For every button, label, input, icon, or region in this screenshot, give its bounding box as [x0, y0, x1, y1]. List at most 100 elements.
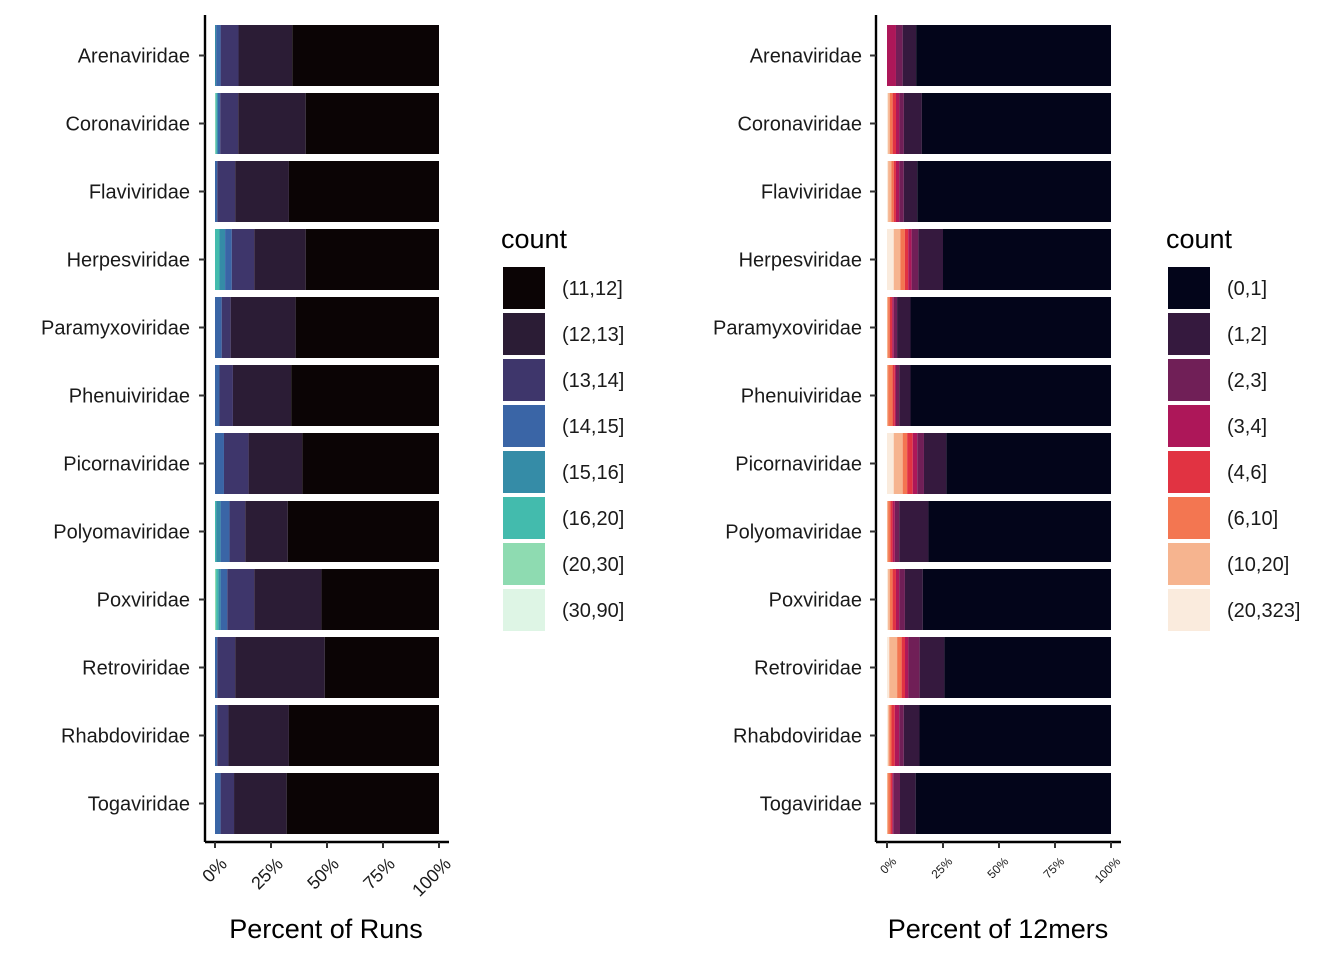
- bar-segment-phenuiviridae-0-1: [910, 365, 1111, 426]
- bar-segment-phenuiviridae-2-3: [895, 365, 900, 426]
- category-label-phenuiviridae: Phenuiviridae: [69, 386, 190, 408]
- bar-segment-togaviridae-3-4: [892, 773, 894, 834]
- bar-row-picornaviridae: [887, 433, 1111, 494]
- category-label-flaviviridae: Flaviviridae: [761, 182, 862, 204]
- bar-segment-paramyxoviridae-11-12: [295, 297, 439, 358]
- legend-key-11-12: [503, 267, 545, 309]
- bar-segment-paramyxoviridae-10-20: [887, 297, 889, 358]
- category-label-polyomaviridae: Polyomaviridae: [725, 522, 862, 544]
- bar-segment-rhabdoviridae-14-15: [215, 705, 218, 766]
- bar-segment-paramyxoviridae-6-10: [888, 297, 890, 358]
- category-label-polyomaviridae: Polyomaviridae: [53, 522, 190, 544]
- bar-segment-togaviridae-2-3: [893, 773, 900, 834]
- bar-segment-herpesviridae-20-323: [887, 229, 894, 290]
- bar-segment-picornaviridae-6-10: [902, 433, 908, 494]
- bar-segment-coronaviridae-1-2: [903, 93, 922, 154]
- bar-segment-poxviridae-10-20: [888, 569, 890, 630]
- bar-segment-arenaviridae-14-15: [216, 25, 221, 86]
- bar-segment-poxviridae-13-14: [227, 569, 255, 630]
- bar-row-paramyxoviridae: [215, 297, 439, 358]
- bar-segment-poxviridae-0-1: [922, 569, 1111, 630]
- bar-segment-coronaviridae-16-20: [215, 93, 217, 154]
- kmers-panel: Arenaviridae Coronaviridae Flaviviridae Her…: [713, 15, 1300, 944]
- bar-row-arenaviridae: [215, 25, 439, 86]
- legend-label-3-4: (3,4]: [1227, 416, 1267, 438]
- bar-segment-picornaviridae-3-4: [912, 433, 918, 494]
- bar-segment-phenuiviridae-1-2: [899, 365, 911, 426]
- bar-segment-polyomaviridae-1-2: [899, 501, 929, 562]
- category-label-rhabdoviridae: Rhabdoviridae: [733, 726, 862, 748]
- legend-label-16-20: (16,20]: [562, 508, 624, 530]
- bar-row-poxviridae: [215, 569, 439, 630]
- bar-row-retroviridae: [887, 637, 1111, 698]
- bar-segment-coronaviridae-11-12: [305, 93, 439, 154]
- bar-segment-togaviridae-11-12: [286, 773, 439, 834]
- legend-key-16-20: [503, 497, 545, 539]
- bar-segment-polyomaviridae-6-10: [888, 501, 891, 562]
- legend-label-11-12: (11,12]: [562, 278, 623, 300]
- bar-segment-picornaviridae-1-2: [923, 433, 947, 494]
- bar-segment-coronaviridae-4-6: [892, 93, 897, 154]
- category-label-coronaviridae: Coronaviridae: [737, 114, 862, 136]
- legend-title: count: [501, 224, 568, 254]
- bar-row-phenuiviridae: [887, 365, 1111, 426]
- category-label-arenaviridae: Arenaviridae: [78, 46, 190, 68]
- x-tick-label-50: 50%: [303, 854, 343, 894]
- bar-segment-flaviviridae-0-1: [917, 161, 1111, 222]
- bar-segment-retroviridae-6-10: [897, 637, 902, 698]
- bar-segment-flaviviridae-6-10: [891, 161, 894, 222]
- bar-segment-herpesviridae-0-1: [943, 229, 1111, 290]
- x-tick-label-50: 50%: [984, 854, 1011, 881]
- legend-label-2-3: (2,3]: [1227, 370, 1267, 392]
- bar-row-retroviridae: [215, 637, 439, 698]
- legend-key-12-13: [503, 313, 545, 355]
- bar-segment-herpesviridae-11-12: [305, 229, 439, 290]
- bar-segment-togaviridae-0-1: [915, 773, 1111, 834]
- bar-segment-polyomaviridae-11-12: [287, 501, 439, 562]
- bar-segment-polyomaviridae-14-15: [220, 501, 230, 562]
- bar-segment-togaviridae-10-20: [887, 773, 889, 834]
- bar-segment-coronaviridae-12-13: [238, 93, 306, 154]
- bar-segment-flaviviridae-4-6: [893, 161, 896, 222]
- bar-segment-retroviridae-12-13: [235, 637, 325, 698]
- bar-segment-herpesviridae-6-10: [900, 229, 905, 290]
- bar-segment-togaviridae-4-6: [890, 773, 893, 834]
- bar-segment-polyomaviridae-13-14: [229, 501, 246, 562]
- legend-label-15-16: (15,16]: [562, 462, 624, 484]
- category-label-coronaviridae: Coronaviridae: [65, 114, 190, 136]
- bar-segment-picornaviridae-20-323: [887, 433, 894, 494]
- bar-segment-poxviridae-1-2: [904, 569, 923, 630]
- bar-segment-rhabdoviridae-12-13: [228, 705, 289, 766]
- legend-key-6-10: [1168, 497, 1210, 539]
- legend-label-30-90: (30,90]: [562, 600, 624, 622]
- bar-segment-paramyxoviridae-1-2: [897, 297, 911, 358]
- bars: [215, 25, 439, 834]
- bar-segment-rhabdoviridae-4-6: [891, 705, 895, 766]
- legend-key-20-323: [1168, 589, 1210, 631]
- legend: count (11,12] (12,13] (13,14] (14,15] (15,16]…: [501, 224, 624, 631]
- bar-segment-retroviridae-4-6: [901, 637, 906, 698]
- bar-segment-herpesviridae-15-16: [219, 229, 226, 290]
- bar-segment-rhabdoviridae-6-10: [889, 705, 892, 766]
- x-tick-label-0: 0%: [198, 854, 231, 887]
- bar-segment-arenaviridae-11-12: [292, 25, 439, 86]
- bar-row-rhabdoviridae: [215, 705, 439, 766]
- bar-row-herpesviridae: [215, 229, 439, 290]
- legend-label-0-1: (0,1]: [1227, 278, 1267, 300]
- bar-row-arenaviridae: [887, 25, 1111, 86]
- bar-segment-flaviviridae-3-4: [895, 161, 900, 222]
- bar-segment-coronaviridae-3-4: [896, 93, 900, 154]
- category-label-herpesviridae: Herpesviridae: [739, 250, 862, 272]
- bar-segment-rhabdoviridae-3-4: [894, 705, 900, 766]
- bar-segment-polyomaviridae-16-20: [215, 501, 217, 562]
- bar-row-paramyxoviridae: [887, 297, 1111, 358]
- bar-segment-retroviridae-20-323: [887, 637, 890, 698]
- bar-segment-flaviviridae-13-14: [217, 161, 236, 222]
- legend-key-14-15: [503, 405, 545, 447]
- legend-key-0-1: [1168, 267, 1210, 309]
- category-label-poxviridae: Poxviridae: [769, 590, 862, 612]
- bar-segment-poxviridae-14-15: [220, 569, 228, 630]
- bar-segment-poxviridae-3-4: [895, 569, 900, 630]
- legend-label-10-20: (10,20]: [1227, 554, 1289, 576]
- bar-segment-herpesviridae-10-20: [893, 229, 901, 290]
